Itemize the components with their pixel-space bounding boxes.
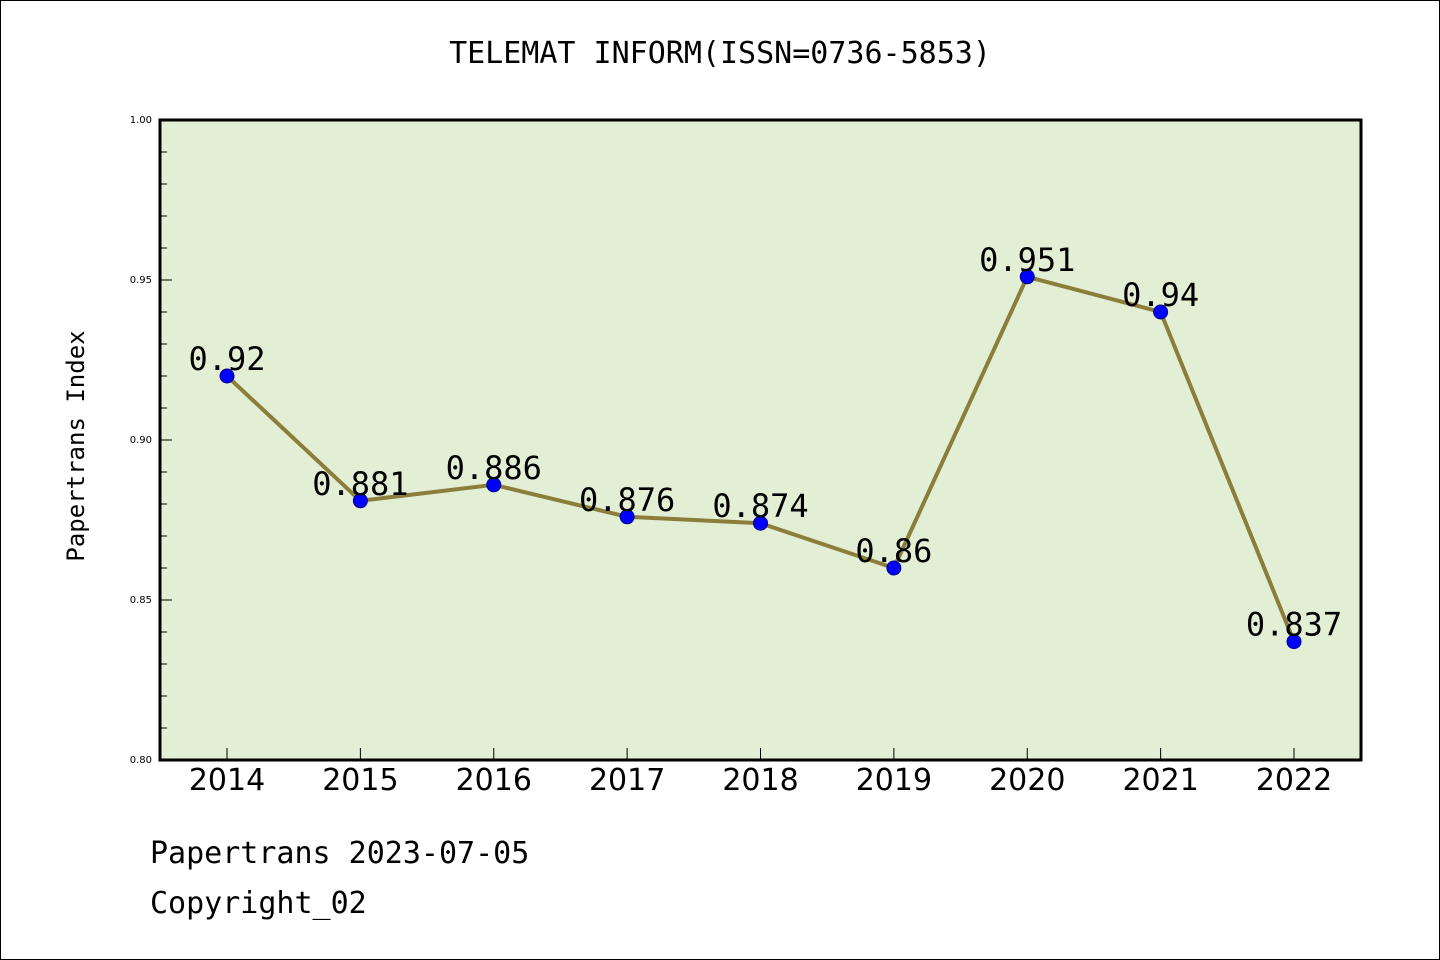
data-label: 0.86 <box>855 532 932 570</box>
x-axis: 2014 2015 2016 2017 2018 2019 2020 2021 2022 <box>189 748 1332 798</box>
data-point <box>753 515 768 531</box>
data-label: 0.94 <box>1122 276 1199 314</box>
data-labels: 0.92 0.881 0.886 0.876 0.874 0.86 0.951 0.94 0.8… <box>188 241 1342 644</box>
x-tick-label: 2021 <box>1122 763 1198 798</box>
y-axis: 0.80 0.85 0.90 0.95 1.00 <box>130 115 172 766</box>
x-tick-label: 2015 <box>322 763 398 798</box>
data-point <box>1286 634 1302 650</box>
chart-title: TELEMAT INFORM(ISSN=0736-5853) <box>449 36 991 71</box>
data-point <box>619 509 635 525</box>
x-tick-label: 2019 <box>856 763 932 798</box>
data-label: 0.92 <box>188 340 265 378</box>
x-tick-label: 2022 <box>1256 763 1332 798</box>
data-point <box>352 493 368 509</box>
plot-area <box>158 118 1363 762</box>
data-point <box>886 560 902 576</box>
x-tick-label: 2020 <box>989 763 1065 798</box>
y-tick-label: 0.80 <box>130 755 152 766</box>
data-markers <box>219 269 1302 650</box>
data-label: 0.881 <box>312 465 408 503</box>
y-tick-label: 0.85 <box>130 595 152 606</box>
x-tick-label: 2018 <box>722 763 798 798</box>
data-label: 0.876 <box>579 481 675 519</box>
data-point <box>1019 269 1035 285</box>
x-tick-label: 2016 <box>456 763 532 798</box>
data-point <box>1153 304 1169 320</box>
data-point <box>219 368 235 384</box>
y-tick-label: 0.95 <box>130 275 152 286</box>
footer-date: Papertrans 2023-07-05 <box>150 836 530 871</box>
data-label: 0.874 <box>712 487 808 525</box>
y-tick-label: 1.00 <box>130 115 152 126</box>
data-point <box>486 477 502 493</box>
data-label: 0.837 <box>1246 606 1342 644</box>
x-tick-label: 2017 <box>589 763 665 798</box>
y-tick-label: 0.90 <box>130 435 152 446</box>
data-label: 0.886 <box>446 449 542 487</box>
data-label: 0.951 <box>979 241 1075 279</box>
footer-copyright: Copyright_02 <box>150 886 367 921</box>
x-tick-label: 2014 <box>189 763 265 798</box>
